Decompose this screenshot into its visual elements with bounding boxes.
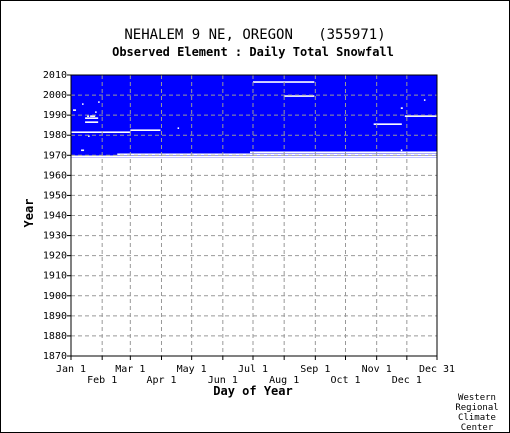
y-tick-label: 1870 [43,351,67,362]
y-tick-label: 1890 [43,311,67,322]
missing-segment [249,151,437,154]
y-tick-label: 2000 [43,90,67,101]
missing-segment [82,103,84,105]
y-axis-label: Year [22,199,36,228]
credit-line-3: Climate [458,413,496,423]
grid-layer [71,75,437,356]
missing-segment [71,155,437,158]
y-tick-label: 1880 [43,331,67,342]
missing-segment [252,81,315,83]
credit-line-1: Western [458,393,496,403]
x-tick-label: Feb 1 [87,375,117,386]
missing-segment [400,107,403,109]
y-tick-label: 1930 [43,231,67,242]
y-tick-label: 1920 [43,251,67,262]
x-tick-label: Nov 1 [362,364,392,375]
x-tick-label: May 1 [177,364,207,375]
x-tick-label: Aug 1 [269,375,299,386]
y-tick-label: 1990 [43,110,67,121]
data-layer [71,75,437,158]
missing-segment [71,131,131,134]
missing-segment [73,109,77,111]
x-axis-ticks: Jan 1 Mar 1 May 1 Jul 1 Sep 1 Nov 1 Dec 31 Feb … [56,356,455,386]
x-tick-label: Jan 1 [56,364,86,375]
missing-segment [423,99,426,101]
y-tick-label: 1900 [43,291,67,302]
y-tick-label: 1910 [43,271,67,282]
y-axis-ticks: 1870 1880 1890 1900 1910 1920 1930 1940 1950 1960… [43,70,71,362]
missing-segment [90,115,96,117]
y-tick-label: 1960 [43,170,67,181]
x-tick-label: Apr 1 [146,375,176,386]
x-tick-label: Oct 1 [330,375,360,386]
missing-segment [85,121,99,123]
x-tick-label: Jul 1 [238,364,268,375]
y-tick-label: 2010 [43,70,67,81]
missing-segment [95,111,97,113]
missing-segment [81,149,85,152]
data-coverage-block [71,75,437,158]
y-tick-label: 1980 [43,130,67,141]
chart-subtitle: Observed Element : Daily Total Snowfall [112,45,394,59]
credit-block: Western Regional Climate Center [455,393,498,432]
missing-segment [404,115,437,117]
x-tick-label: Dec 31 [419,364,455,375]
credit-line-2: Regional [455,403,498,413]
x-tick-label: Dec 1 [392,375,422,386]
missing-segment [87,115,90,117]
missing-segment [400,149,403,152]
y-tick-label: 1970 [43,150,67,161]
chart-title: NEHALEM 9 NE, OREGON (355971) [124,27,385,43]
missing-segment [98,101,100,103]
missing-segment [88,135,90,138]
missing-segment [85,117,99,119]
credit-line-4: Center [461,423,494,432]
x-tick-label: Mar 1 [115,364,145,375]
x-tick-label: Jun 1 [208,375,238,386]
missing-segment [177,127,180,129]
missing-segment [284,95,315,97]
x-axis-label: Day of Year [213,384,292,398]
y-tick-label: 1950 [43,190,67,201]
missing-segment [117,153,437,156]
x-tick-label: Sep 1 [300,364,330,375]
missing-segment [400,151,437,154]
y-tick-label: 1940 [43,211,67,222]
missing-segment [373,123,402,125]
missing-segment [130,129,161,131]
